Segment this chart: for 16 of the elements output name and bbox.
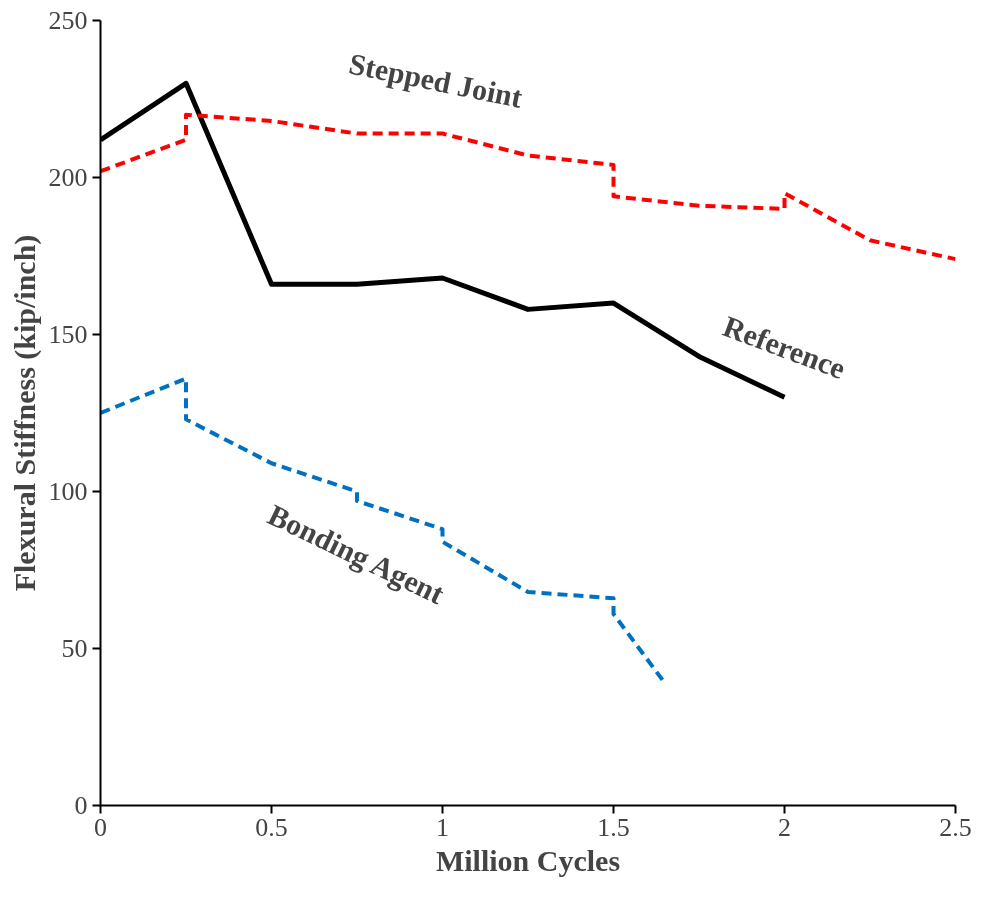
- y-tick-label: 0: [74, 791, 88, 820]
- y-tick-label: 250: [48, 6, 88, 35]
- y-tick-label: 200: [48, 163, 88, 192]
- y-axis-title: Flexural Stiffness (kip/inch): [7, 234, 42, 592]
- x-axis-title: Million Cycles: [435, 843, 621, 877]
- line-series: [100, 112, 956, 262]
- x-tick-label: 2.5: [939, 812, 972, 842]
- x-tick-label: 2: [778, 812, 791, 842]
- x-tick-label: 1.5: [597, 812, 630, 842]
- y-tick-label: 100: [48, 477, 88, 506]
- x-tick-label: 1: [436, 812, 449, 842]
- y-tick-label: 150: [48, 320, 88, 349]
- x-tick-label: 0: [94, 812, 107, 842]
- x-tick-label: 0.5: [255, 812, 288, 842]
- annotation: Stepped Joint: [346, 46, 526, 114]
- y-tick-label: 50: [61, 634, 88, 663]
